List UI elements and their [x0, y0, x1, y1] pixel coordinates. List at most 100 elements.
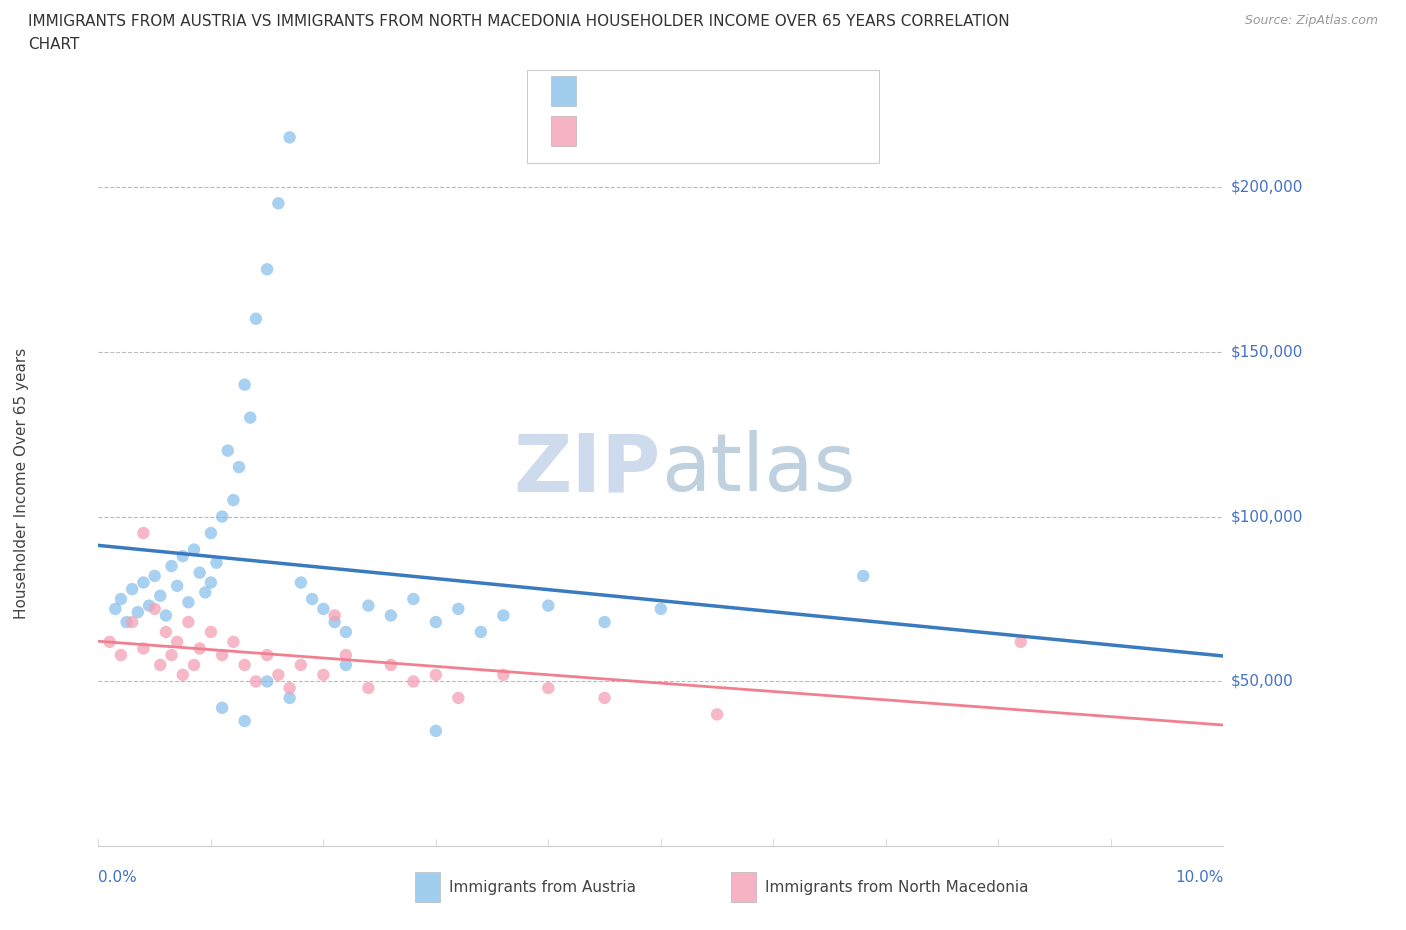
Text: 0.0%: 0.0% — [98, 870, 138, 884]
Point — [233, 378, 256, 392]
Point — [278, 130, 301, 145]
Text: Source: ZipAtlas.com: Source: ZipAtlas.com — [1244, 14, 1378, 27]
Point — [217, 444, 239, 458]
Text: Immigrants from Austria: Immigrants from Austria — [449, 880, 636, 895]
Point — [211, 700, 233, 715]
Point — [323, 615, 346, 630]
Point — [357, 598, 380, 613]
Point — [239, 410, 262, 425]
Point — [160, 559, 183, 574]
Point — [138, 598, 160, 613]
Point — [177, 615, 200, 630]
Point — [155, 625, 177, 640]
Point — [380, 608, 402, 623]
Point — [121, 581, 143, 596]
Point — [222, 493, 245, 508]
Point — [245, 312, 267, 326]
Point — [706, 707, 728, 722]
Point — [380, 658, 402, 672]
Point — [121, 615, 143, 630]
Point — [222, 634, 245, 649]
Point — [425, 724, 447, 738]
Point — [470, 625, 492, 640]
Point — [166, 634, 188, 649]
Text: CHART: CHART — [28, 37, 80, 52]
Point — [335, 625, 357, 640]
Point — [98, 634, 121, 649]
Point — [402, 591, 425, 606]
Point — [301, 591, 323, 606]
Point — [245, 674, 267, 689]
Point — [593, 615, 616, 630]
Point — [267, 196, 290, 211]
Point — [200, 625, 222, 640]
Point — [492, 668, 515, 683]
Point — [115, 615, 138, 630]
Point — [205, 555, 228, 570]
Point — [143, 568, 166, 583]
Point — [323, 608, 346, 623]
Point — [312, 602, 335, 617]
Point — [132, 575, 155, 590]
Point — [228, 459, 250, 474]
Point — [104, 602, 127, 617]
Text: Immigrants from North Macedonia: Immigrants from North Macedonia — [765, 880, 1028, 895]
Text: ZIP: ZIP — [513, 430, 661, 508]
Point — [593, 690, 616, 705]
Point — [172, 668, 194, 683]
Point — [132, 525, 155, 540]
Point — [278, 681, 301, 696]
Text: 10.0%: 10.0% — [1175, 870, 1223, 884]
Point — [177, 595, 200, 610]
Point — [155, 608, 177, 623]
Point — [143, 602, 166, 617]
Point — [149, 589, 172, 604]
Point — [447, 602, 470, 617]
Text: Householder Income Over 65 years: Householder Income Over 65 years — [14, 348, 28, 619]
Point — [200, 575, 222, 590]
Point — [650, 602, 672, 617]
Point — [335, 658, 357, 672]
Point — [183, 658, 205, 672]
Text: IMMIGRANTS FROM AUSTRIA VS IMMIGRANTS FROM NORTH MACEDONIA HOUSEHOLDER INCOME OV: IMMIGRANTS FROM AUSTRIA VS IMMIGRANTS FR… — [28, 14, 1010, 29]
Point — [110, 647, 132, 662]
Point — [312, 668, 335, 683]
Point — [132, 641, 155, 656]
Text: $200,000: $200,000 — [1230, 179, 1302, 194]
Point — [256, 674, 278, 689]
Point — [335, 647, 357, 662]
Point — [256, 647, 278, 662]
Point — [1010, 634, 1032, 649]
Point — [278, 690, 301, 705]
Point — [447, 690, 470, 705]
Text: $100,000: $100,000 — [1230, 509, 1302, 525]
Text: R = -0.184    N = 36: R = -0.184 N = 36 — [588, 122, 756, 140]
Point — [537, 598, 560, 613]
Point — [188, 565, 211, 580]
Point — [425, 668, 447, 683]
Point — [160, 647, 183, 662]
Point — [402, 674, 425, 689]
Point — [211, 509, 233, 524]
Point — [852, 568, 875, 583]
Point — [127, 604, 149, 619]
Text: $150,000: $150,000 — [1230, 344, 1302, 359]
Point — [149, 658, 172, 672]
Text: R = -0.124    N = 52: R = -0.124 N = 52 — [588, 83, 756, 100]
Point — [194, 585, 217, 600]
Point — [267, 668, 290, 683]
Point — [233, 658, 256, 672]
Point — [290, 575, 312, 590]
Point — [200, 525, 222, 540]
Text: $50,000: $50,000 — [1230, 674, 1294, 689]
Point — [256, 262, 278, 277]
Point — [290, 658, 312, 672]
Point — [492, 608, 515, 623]
Point — [211, 647, 233, 662]
Point — [110, 591, 132, 606]
Text: atlas: atlas — [661, 430, 855, 508]
Point — [172, 549, 194, 564]
Point — [166, 578, 188, 593]
Point — [537, 681, 560, 696]
Point — [188, 641, 211, 656]
